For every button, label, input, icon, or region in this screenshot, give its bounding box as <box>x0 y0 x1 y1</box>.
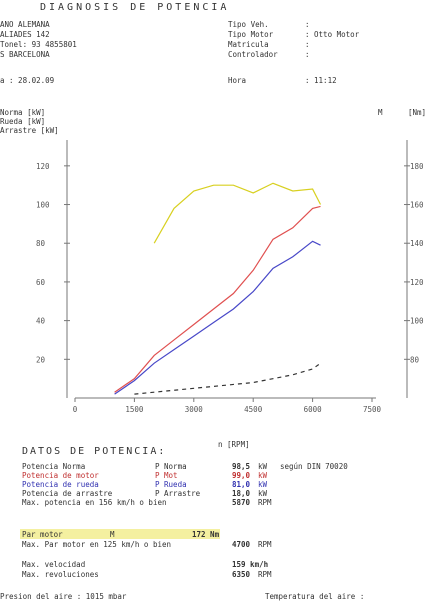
row-value: 81,0 <box>232 480 251 489</box>
right-axis-label: M <box>378 108 383 117</box>
row-symbol: M <box>110 530 115 539</box>
row-unit: RPM <box>258 570 272 579</box>
address-line: Tonel: 93 4855801 <box>0 40 77 49</box>
y-tick-label: 60 <box>36 278 46 287</box>
x-tick-label: 4500 <box>244 405 263 414</box>
field-label: Controlador <box>228 50 278 59</box>
x-tick-label: 0 <box>73 405 78 414</box>
row-label: Max. Par motor en 125 km/h o bien <box>22 540 172 549</box>
legend-entry: Rueda [kW] <box>0 117 46 126</box>
row-label: Par motor <box>22 530 63 539</box>
y2-tick-label: 160 <box>410 201 424 210</box>
row-unit: kW <box>258 489 268 498</box>
row-symbol: P Rueda <box>155 480 187 489</box>
address-line: S BARCELONA <box>0 50 50 59</box>
section-title: DATOS DE POTENCIA: <box>22 446 167 457</box>
x-tick-label: 6000 <box>304 405 323 414</box>
row-unit: kW <box>258 480 268 489</box>
field-value: : <box>305 40 310 49</box>
x-tick-label: 1500 <box>125 405 144 414</box>
x-label: n [RPM] <box>218 440 250 449</box>
row-value: 4700 <box>232 540 251 549</box>
row-symbol: P Mot <box>155 471 178 480</box>
right-axis-unit: [Nm] <box>408 108 427 117</box>
y2-tick-label: 180 <box>410 162 424 171</box>
legend-entry: Arrastre [kW] <box>0 126 59 135</box>
address-line: ALIADES 142 <box>0 30 50 39</box>
row-symbol: P Arrastre <box>155 489 201 498</box>
row-label: Potencia de motor <box>22 471 99 480</box>
y2-tick-label: 120 <box>410 278 424 287</box>
y2-tick-label: 140 <box>410 239 424 248</box>
y2-tick-label: 80 <box>410 355 420 364</box>
row-label: Potencia de arrastre <box>22 489 113 498</box>
address-line: ANO ALEMANA <box>0 20 50 29</box>
time: : 11:12 <box>305 76 337 85</box>
curve <box>153 182 322 244</box>
row-label: Max. revoluciones <box>22 570 99 579</box>
date: a : 28.02.09 <box>0 76 55 85</box>
row-unit: RPM <box>258 498 272 507</box>
y-tick-label: 40 <box>36 317 46 326</box>
field-value: : <box>305 50 310 59</box>
y-tick-label: 80 <box>36 239 46 248</box>
row-symbol: P Norma <box>155 462 187 471</box>
x-tick-label: 3000 <box>185 405 204 414</box>
curve <box>134 362 321 395</box>
field-label: Tipo Veh. <box>228 20 269 29</box>
highlight <box>20 529 220 539</box>
row-label: Max. potencia en 156 km/h o bien <box>22 498 167 507</box>
row-value: 99,0 <box>232 471 251 480</box>
field-label: Matricula <box>228 40 269 49</box>
row-value: 5870 <box>232 498 251 507</box>
field-value: : Otto Motor <box>305 30 360 39</box>
legend-entry: Norma [kW] <box>0 108 46 117</box>
field-label: Tipo Motor <box>228 30 274 39</box>
row-value: 159 km/h <box>232 560 269 569</box>
row-value: 172 Nm <box>192 530 220 539</box>
y-tick-label: 100 <box>36 201 50 210</box>
row-value: 98,5 <box>232 462 251 471</box>
pressure: Presion del aire : 1015 mbar <box>0 592 127 601</box>
row-note: según DIN 70020 <box>280 462 348 471</box>
curve <box>114 240 321 395</box>
row-label: Potencia Norma <box>22 462 86 471</box>
y-tick-label: 120 <box>36 162 50 171</box>
row-label: Max. velocidad <box>22 560 86 569</box>
row-unit: kW <box>258 471 268 480</box>
row-unit: kW <box>258 462 268 471</box>
curve <box>114 205 321 393</box>
field-value: : <box>305 20 310 29</box>
row-unit: RPM <box>258 540 272 549</box>
time-label: Hora <box>228 76 247 85</box>
title: DIAGNOSIS DE POTENCIA <box>40 2 230 13</box>
x-tick-label: 7500 <box>363 405 382 414</box>
row-value: 18,0 <box>232 489 251 498</box>
y-tick-label: 20 <box>36 355 46 364</box>
y2-tick-label: 100 <box>410 317 424 326</box>
row-label: Potencia de rueda <box>22 480 99 489</box>
row-value: 6350 <box>232 570 251 579</box>
temperature: Temperatura del aire : <box>265 592 365 601</box>
